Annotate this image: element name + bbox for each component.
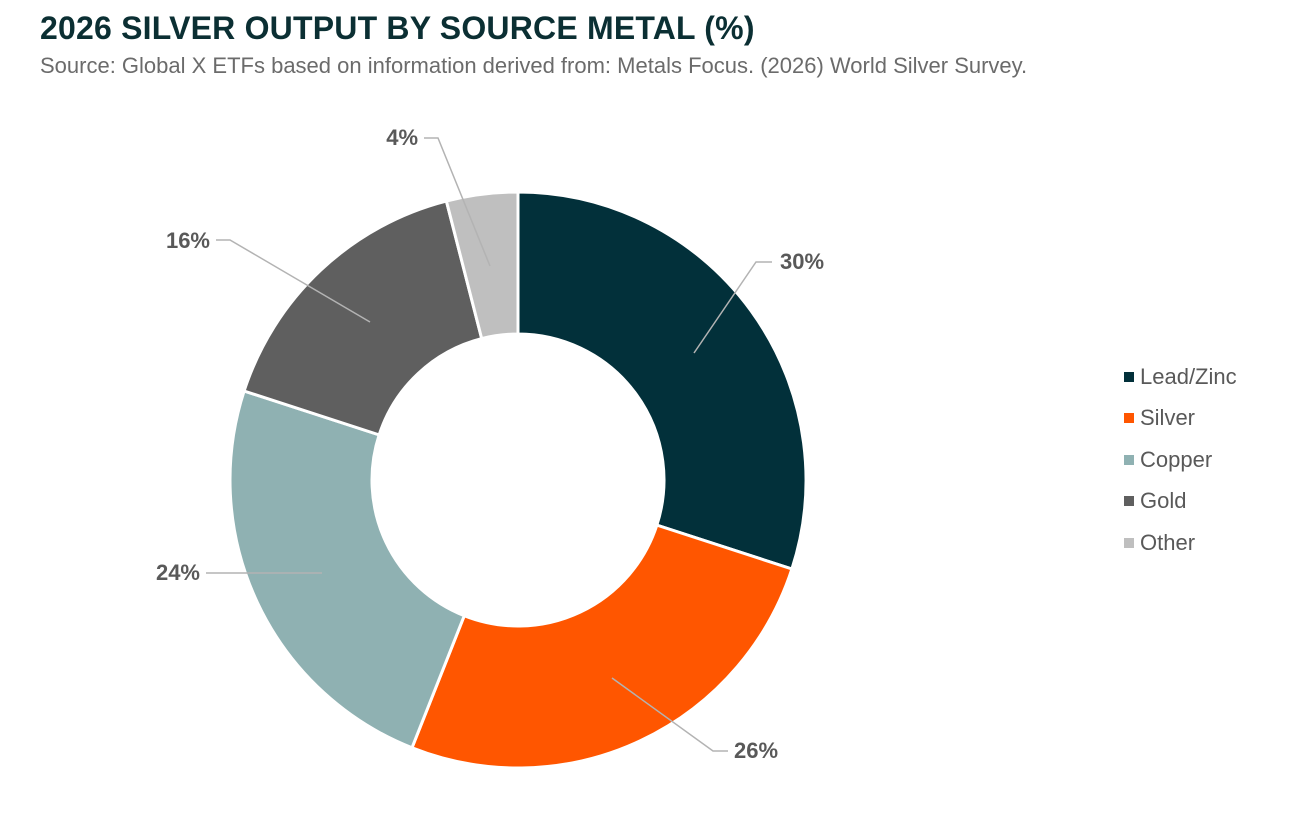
legend-item-silver: Silver	[1124, 398, 1237, 440]
legend-label-lead-zinc: Lead/Zinc	[1140, 363, 1237, 389]
leader-line-lead-zinc	[693, 261, 772, 354]
legend-item-copper: Copper	[1124, 439, 1237, 481]
chart-title: 2026 SILVER OUTPUT BY SOURCE METAL (%)	[40, 10, 755, 46]
data-label-gold: 16%	[166, 228, 210, 253]
slice-other	[444, 190, 520, 341]
chart-legend: Lead/Zinc Silver Copper Gold Other	[1124, 356, 1237, 564]
legend-label-other: Other	[1140, 529, 1196, 555]
data-labels: 30% 26% 24% 16% 4%	[156, 125, 824, 763]
legend-item-other: Other	[1124, 522, 1237, 564]
legend-swatch-lead-zinc	[1124, 371, 1134, 382]
legend-swatch-copper	[1124, 454, 1134, 465]
leader-line-gold	[216, 239, 371, 323]
slice-silver	[410, 523, 794, 770]
legend-label-silver: Silver	[1140, 405, 1196, 431]
slice-lead-zinc	[516, 190, 808, 571]
data-label-other: 4%	[386, 125, 418, 150]
data-label-copper: 24%	[156, 560, 200, 585]
donut-slices	[228, 190, 808, 770]
chart-source-note: Source: Global X ETFs based on informati…	[40, 53, 1028, 78]
data-label-silver: 26%	[734, 738, 778, 763]
slice-copper	[228, 389, 467, 750]
legend-swatch-silver	[1124, 413, 1134, 424]
leader-line-silver	[611, 677, 728, 752]
legend-item-gold: Gold	[1124, 481, 1237, 523]
legend-swatch-gold	[1124, 496, 1134, 507]
legend-label-copper: Copper	[1140, 446, 1213, 472]
legend-item-lead-zinc: Lead/Zinc	[1124, 356, 1237, 398]
legend-label-gold: Gold	[1140, 488, 1187, 514]
leader-lines	[206, 137, 772, 752]
legend-swatch-other	[1124, 537, 1134, 548]
leader-line-other	[424, 137, 491, 267]
data-label-lead-zinc: 30%	[780, 249, 824, 274]
